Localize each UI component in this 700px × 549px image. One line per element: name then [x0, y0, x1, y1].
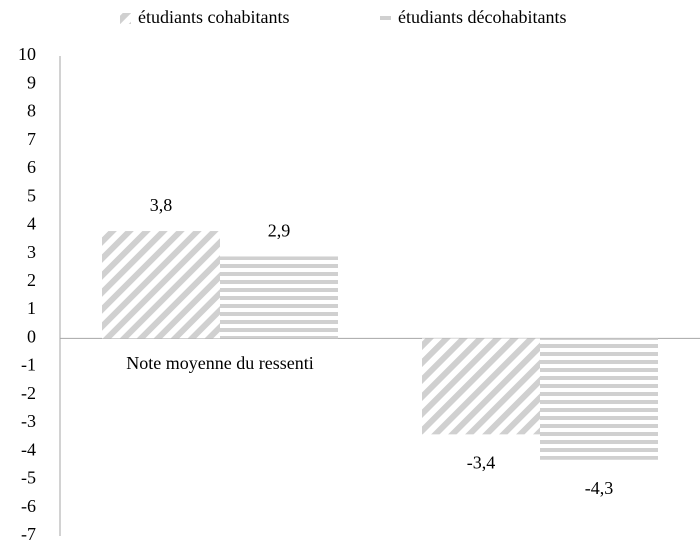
legend-swatch	[120, 13, 131, 24]
legend-label: étudiants cohabitants	[138, 7, 289, 27]
y-tick-label: 6	[27, 157, 36, 177]
y-tick-label: -4	[21, 439, 36, 459]
x-tick-label: Note moyenne du ressenti	[126, 353, 313, 373]
legend-swatch	[380, 13, 391, 24]
y-tick-label: 9	[27, 72, 36, 92]
y-tick-label: -3	[21, 411, 36, 431]
y-tick-label: 4	[27, 214, 36, 234]
value-label: 3,8	[150, 195, 173, 215]
y-tick-label: -2	[21, 383, 36, 403]
y-tick-label: -5	[21, 468, 36, 488]
bar	[540, 338, 658, 460]
y-tick-label: 2	[27, 270, 36, 290]
y-tick-label: 1	[27, 298, 36, 318]
y-tick-label: 8	[27, 101, 36, 121]
y-tick-label: 3	[27, 242, 36, 262]
value-label: 2,9	[268, 221, 291, 241]
y-tick-label: -7	[21, 524, 36, 544]
value-label: -3,4	[467, 452, 496, 472]
y-tick-label: 5	[27, 185, 36, 205]
y-tick-label: -6	[21, 496, 36, 516]
y-tick-label: 0	[27, 326, 36, 346]
y-tick-label: 7	[27, 129, 36, 149]
legend-label: étudiants décohabitants	[398, 7, 566, 27]
bar	[102, 231, 220, 339]
bar	[422, 338, 540, 435]
y-tick-label: -1	[21, 355, 36, 375]
bar	[220, 256, 338, 339]
y-tick-label: 10	[18, 44, 36, 64]
value-label: -4,3	[585, 478, 614, 498]
